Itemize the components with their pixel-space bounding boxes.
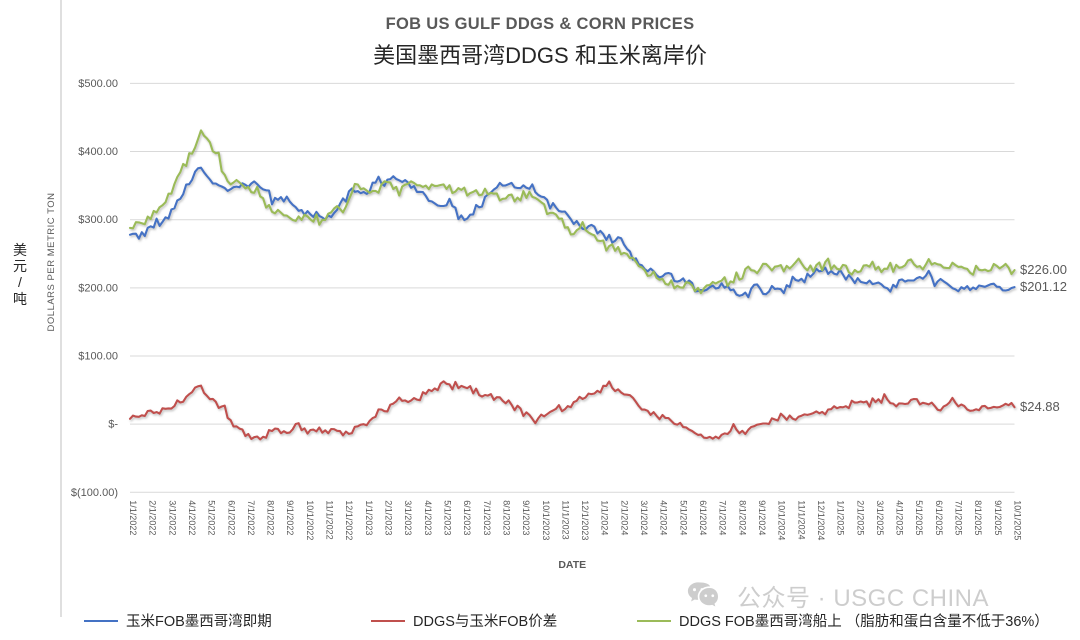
svg-text:7/1/2022: 7/1/2022 xyxy=(246,500,256,535)
svg-text:8/1/2024: 8/1/2024 xyxy=(737,500,747,535)
svg-text:10/1/2024: 10/1/2024 xyxy=(777,500,787,540)
svg-text:10/1/2025: 10/1/2025 xyxy=(1013,500,1023,540)
svg-text:2/1/2024: 2/1/2024 xyxy=(619,500,629,535)
svg-text:6/1/2025: 6/1/2025 xyxy=(934,500,944,535)
svg-text:6/1/2024: 6/1/2024 xyxy=(698,500,708,535)
svg-text:7/1/2025: 7/1/2025 xyxy=(954,500,964,535)
svg-text:5/1/2025: 5/1/2025 xyxy=(914,500,924,535)
svg-text:3/1/2024: 3/1/2024 xyxy=(639,500,649,535)
svg-text:11/1/2024: 11/1/2024 xyxy=(796,500,806,539)
svg-text:7/1/2024: 7/1/2024 xyxy=(718,500,728,535)
svg-text:12/1/2022: 12/1/2022 xyxy=(344,500,354,540)
svg-text:10/1/2022: 10/1/2022 xyxy=(305,500,315,540)
svg-text:4/1/2024: 4/1/2024 xyxy=(659,500,669,535)
svg-text:$100.00: $100.00 xyxy=(78,351,118,363)
svg-text:DOLLARS PER METRIC TON: DOLLARS PER METRIC TON xyxy=(46,193,57,332)
svg-text:$200.00: $200.00 xyxy=(78,282,118,294)
svg-text:11/1/2022: 11/1/2022 xyxy=(325,500,335,539)
svg-text:$400.00: $400.00 xyxy=(78,146,118,158)
svg-text:$500.00: $500.00 xyxy=(78,78,118,90)
svg-text:8/1/2023: 8/1/2023 xyxy=(502,500,512,535)
svg-text:5/1/2024: 5/1/2024 xyxy=(678,500,688,535)
svg-text:6/1/2023: 6/1/2023 xyxy=(462,500,472,535)
svg-text:1/1/2024: 1/1/2024 xyxy=(600,500,610,535)
svg-text:DATE: DATE xyxy=(558,559,586,571)
svg-text:3/1/2025: 3/1/2025 xyxy=(875,500,885,535)
svg-text:1/1/2023: 1/1/2023 xyxy=(364,500,374,535)
svg-text:$-: $- xyxy=(108,419,118,431)
svg-text:7/1/2023: 7/1/2023 xyxy=(482,500,492,535)
svg-text:9/1/2022: 9/1/2022 xyxy=(285,500,295,535)
svg-text:1/1/2022: 1/1/2022 xyxy=(128,500,138,535)
svg-text:3/1/2022: 3/1/2022 xyxy=(167,500,177,535)
svg-text:4/1/2025: 4/1/2025 xyxy=(895,500,905,535)
svg-text:8/1/2022: 8/1/2022 xyxy=(266,500,276,535)
svg-text:9/1/2023: 9/1/2023 xyxy=(521,500,531,535)
svg-text:9/1/2025: 9/1/2025 xyxy=(993,500,1003,535)
svg-text:12/1/2024: 12/1/2024 xyxy=(816,500,826,540)
svg-text:6/1/2022: 6/1/2022 xyxy=(226,500,236,535)
svg-text:4/1/2023: 4/1/2023 xyxy=(423,500,433,535)
svg-text:$300.00: $300.00 xyxy=(78,214,118,226)
svg-text:10/1/2023: 10/1/2023 xyxy=(541,500,551,540)
svg-text:2/1/2023: 2/1/2023 xyxy=(384,500,394,535)
svg-text:4/1/2022: 4/1/2022 xyxy=(187,500,197,535)
svg-text:8/1/2025: 8/1/2025 xyxy=(973,500,983,535)
svg-text:1/1/2025: 1/1/2025 xyxy=(836,500,846,535)
svg-text:5/1/2022: 5/1/2022 xyxy=(207,500,217,535)
svg-text:5/1/2023: 5/1/2023 xyxy=(443,500,453,535)
svg-text:12/1/2023: 12/1/2023 xyxy=(580,500,590,540)
svg-text:$(100.00): $(100.00) xyxy=(71,487,118,499)
svg-text:2/1/2022: 2/1/2022 xyxy=(148,500,158,535)
svg-text:9/1/2024: 9/1/2024 xyxy=(757,500,767,535)
svg-text:2/1/2025: 2/1/2025 xyxy=(855,500,865,535)
svg-text:11/1/2023: 11/1/2023 xyxy=(560,500,570,539)
svg-text:3/1/2023: 3/1/2023 xyxy=(403,500,413,535)
